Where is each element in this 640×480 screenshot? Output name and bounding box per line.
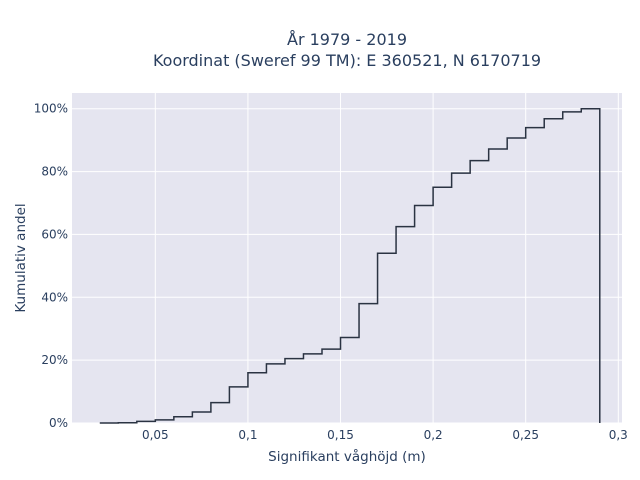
x-tick-label: 0,25 [512, 428, 539, 442]
y-tick-label: 40% [41, 290, 68, 304]
y-axis-title: Kumulativ andel [13, 203, 29, 312]
y-tick-label: 80% [41, 165, 68, 179]
x-tick-label: 0,15 [327, 428, 354, 442]
tick-labels: 0,05 0,1 0,15 0,2 0,25 0,3 0% 20% 40% 60% 80% 100% [34, 102, 628, 442]
x-tick-label: 0,05 [142, 428, 169, 442]
x-axis-title: Signifikant våghöjd (m) [268, 448, 426, 465]
y-tick-label: 20% [41, 353, 68, 367]
plot-area [72, 93, 622, 423]
series [99, 107, 601, 424]
x-tick-label: 0,3 [609, 428, 628, 442]
x-tick-label: 0,2 [424, 428, 443, 442]
grid [72, 93, 622, 424]
y-tick-label: 60% [41, 227, 68, 241]
chart-title-line-2: Koordinat (Sweref 99 TM): E 360521, N 61… [153, 51, 541, 70]
y-tick-label: 100% [34, 102, 68, 116]
y-tick-label: 0% [49, 416, 68, 430]
x-tick-label: 0,1 [238, 428, 257, 442]
cumulative-step-line [99, 107, 601, 424]
chart-title-line-1: År 1979 - 2019 [287, 30, 407, 49]
